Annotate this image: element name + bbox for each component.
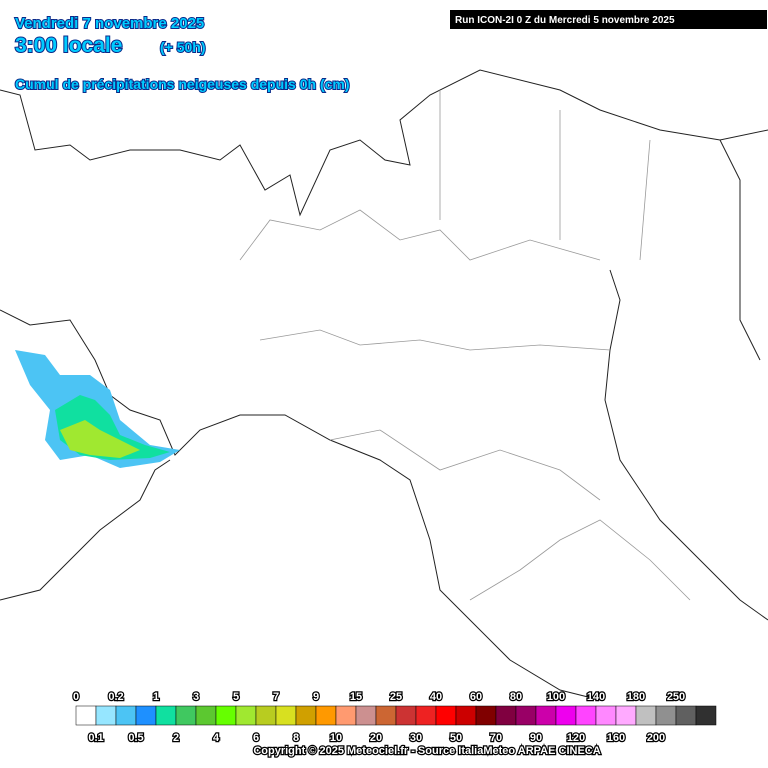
legend-swatch bbox=[235, 705, 257, 726]
snow-area bbox=[15, 350, 180, 468]
legend-swatch bbox=[355, 705, 377, 726]
legend-swatch bbox=[135, 705, 157, 726]
borders bbox=[0, 69, 768, 701]
legend-label: 1 bbox=[153, 691, 159, 703]
legend-swatch bbox=[255, 705, 277, 726]
legend-label: 4 bbox=[213, 732, 220, 744]
run-box bbox=[450, 10, 767, 29]
legend-swatch bbox=[335, 705, 357, 726]
legend-swatch bbox=[275, 705, 297, 726]
date: Vendredi 7 novembre 2025 bbox=[15, 15, 204, 32]
offset: (+ 50h) bbox=[160, 39, 206, 55]
legend-label: 90 bbox=[530, 732, 542, 744]
legend-label: 0.5 bbox=[128, 732, 143, 744]
legend-swatch bbox=[215, 705, 237, 726]
legend-swatch bbox=[695, 705, 717, 726]
legend-swatch bbox=[375, 705, 397, 726]
legend-label: 40 bbox=[430, 691, 442, 703]
legend-swatch bbox=[115, 705, 137, 726]
legend-label: 5 bbox=[233, 691, 239, 703]
legend-swatch bbox=[495, 705, 517, 726]
legend-swatch bbox=[175, 705, 197, 726]
legend-label: 160 bbox=[607, 732, 625, 744]
legend-label: 20 bbox=[370, 732, 382, 744]
legend-label: 3 bbox=[193, 691, 199, 703]
legend-label: 50 bbox=[450, 732, 462, 744]
subtitle: Cumul de précipitations neigeuses depuis… bbox=[15, 76, 350, 92]
legend-swatch bbox=[295, 705, 317, 726]
legend-label: 8 bbox=[293, 732, 299, 744]
legend-label: 7 bbox=[273, 691, 279, 703]
legend-label: 80 bbox=[510, 691, 522, 703]
copyright: Copyright © 2025 Meteociel.fr - Source I… bbox=[253, 745, 600, 757]
legend-swatch bbox=[595, 705, 617, 726]
run: Run ICON-2I 0 Z du Mercredi 5 novembre 2… bbox=[455, 15, 675, 26]
legend-label: 140 bbox=[587, 691, 605, 703]
legend-label: 9 bbox=[313, 691, 319, 703]
legend-label: 6 bbox=[253, 732, 259, 744]
legend-label: 10 bbox=[330, 732, 342, 744]
legend-swatch bbox=[155, 705, 177, 726]
legend-label: 15 bbox=[350, 691, 362, 703]
legend-swatch bbox=[435, 705, 457, 726]
legend-swatch bbox=[535, 705, 557, 726]
legend-swatch bbox=[455, 705, 477, 726]
legend-label: 60 bbox=[470, 691, 482, 703]
legend-swatch bbox=[615, 705, 637, 726]
legend-swatch bbox=[655, 705, 677, 726]
legend-swatch bbox=[515, 705, 537, 726]
legend-label: 0.1 bbox=[88, 732, 103, 744]
legend-swatch bbox=[195, 705, 217, 726]
legend-swatch bbox=[555, 705, 577, 726]
legend-label: 25 bbox=[390, 691, 402, 703]
legend: 0 0.1 0.2 0.5 1 2 3 4 5 6 7 8 9 10 15 20 25 30 40 50 60 70 80 9… bbox=[72, 690, 717, 745]
legend-swatch bbox=[95, 705, 117, 726]
legend-swatch bbox=[575, 705, 597, 726]
legend-label: 100 bbox=[547, 691, 565, 703]
legend-label: 120 bbox=[567, 732, 585, 744]
legend-swatch bbox=[635, 705, 657, 726]
legend-swatch bbox=[675, 705, 697, 726]
time: 3:00 locale bbox=[15, 34, 122, 57]
legend-label: 30 bbox=[410, 732, 422, 744]
legend-swatch bbox=[475, 705, 497, 726]
legend-swatch bbox=[395, 705, 417, 726]
header: Vendredi 7 novembre 2025 3:00 locale (+ … bbox=[14, 10, 767, 93]
legend-swatch bbox=[415, 705, 437, 726]
legend-label: 180 bbox=[627, 691, 645, 703]
legend-label: 0.2 bbox=[108, 691, 123, 703]
legend-swatch bbox=[75, 705, 97, 726]
legend-swatch bbox=[315, 705, 337, 726]
legend-label: 0 bbox=[73, 691, 79, 703]
legend-label: 70 bbox=[490, 732, 502, 744]
legend-label: 2 bbox=[173, 732, 179, 744]
legend-label: 250 bbox=[667, 691, 685, 703]
legend-label: 200 bbox=[647, 732, 665, 744]
